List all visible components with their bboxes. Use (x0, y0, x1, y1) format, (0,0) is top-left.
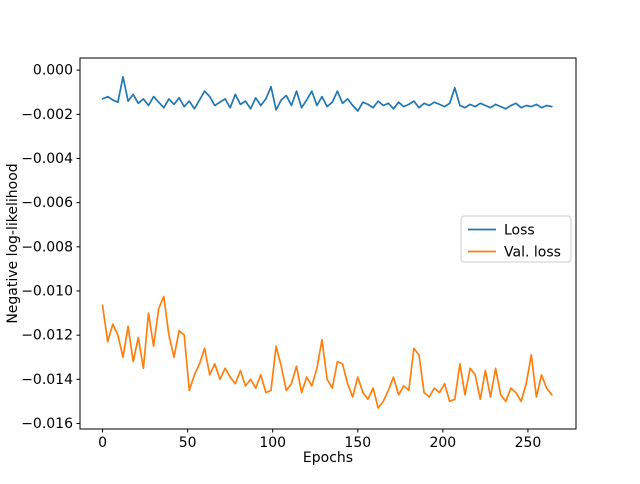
y-tick-label: 0.000 (33, 63, 73, 79)
legend-loss-label: Loss (504, 223, 535, 239)
y-tick-label: −0.008 (21, 239, 73, 255)
x-tick-label: 0 (98, 435, 107, 451)
y-axis-label: Negative log-likelihood (5, 163, 21, 323)
data-series (101, 75, 553, 409)
x-axis-ticks: 0 50 100 150 200 250 (98, 429, 541, 451)
x-tick-label: 100 (259, 435, 286, 451)
y-tick-label: −0.010 (21, 283, 73, 299)
y-tick-label: −0.004 (21, 151, 73, 167)
plot-area (79, 57, 577, 430)
legend-box (460, 215, 572, 263)
y-tick-label: −0.014 (21, 372, 73, 388)
val-loss-line (101, 295, 553, 409)
x-tick-label: 150 (344, 435, 371, 451)
legend-val-loss-label: Val. loss (504, 245, 561, 261)
x-tick-label: 50 (179, 435, 197, 451)
x-axis-label: Epochs (303, 450, 353, 466)
y-tick-label: −0.016 (21, 416, 73, 432)
x-tick-label: 250 (515, 435, 542, 451)
y-axis-ticks: 0.000 −0.002 −0.004 −0.006 −0.008 −0.010 −0.01… (21, 63, 80, 432)
x-tick-label: 200 (429, 435, 456, 451)
y-tick-label: −0.006 (21, 195, 73, 211)
y-tick-label: −0.002 (21, 107, 73, 123)
legend: Loss Val. loss (460, 215, 572, 263)
y-tick-label: −0.012 (21, 328, 73, 344)
loss-line (101, 75, 553, 112)
